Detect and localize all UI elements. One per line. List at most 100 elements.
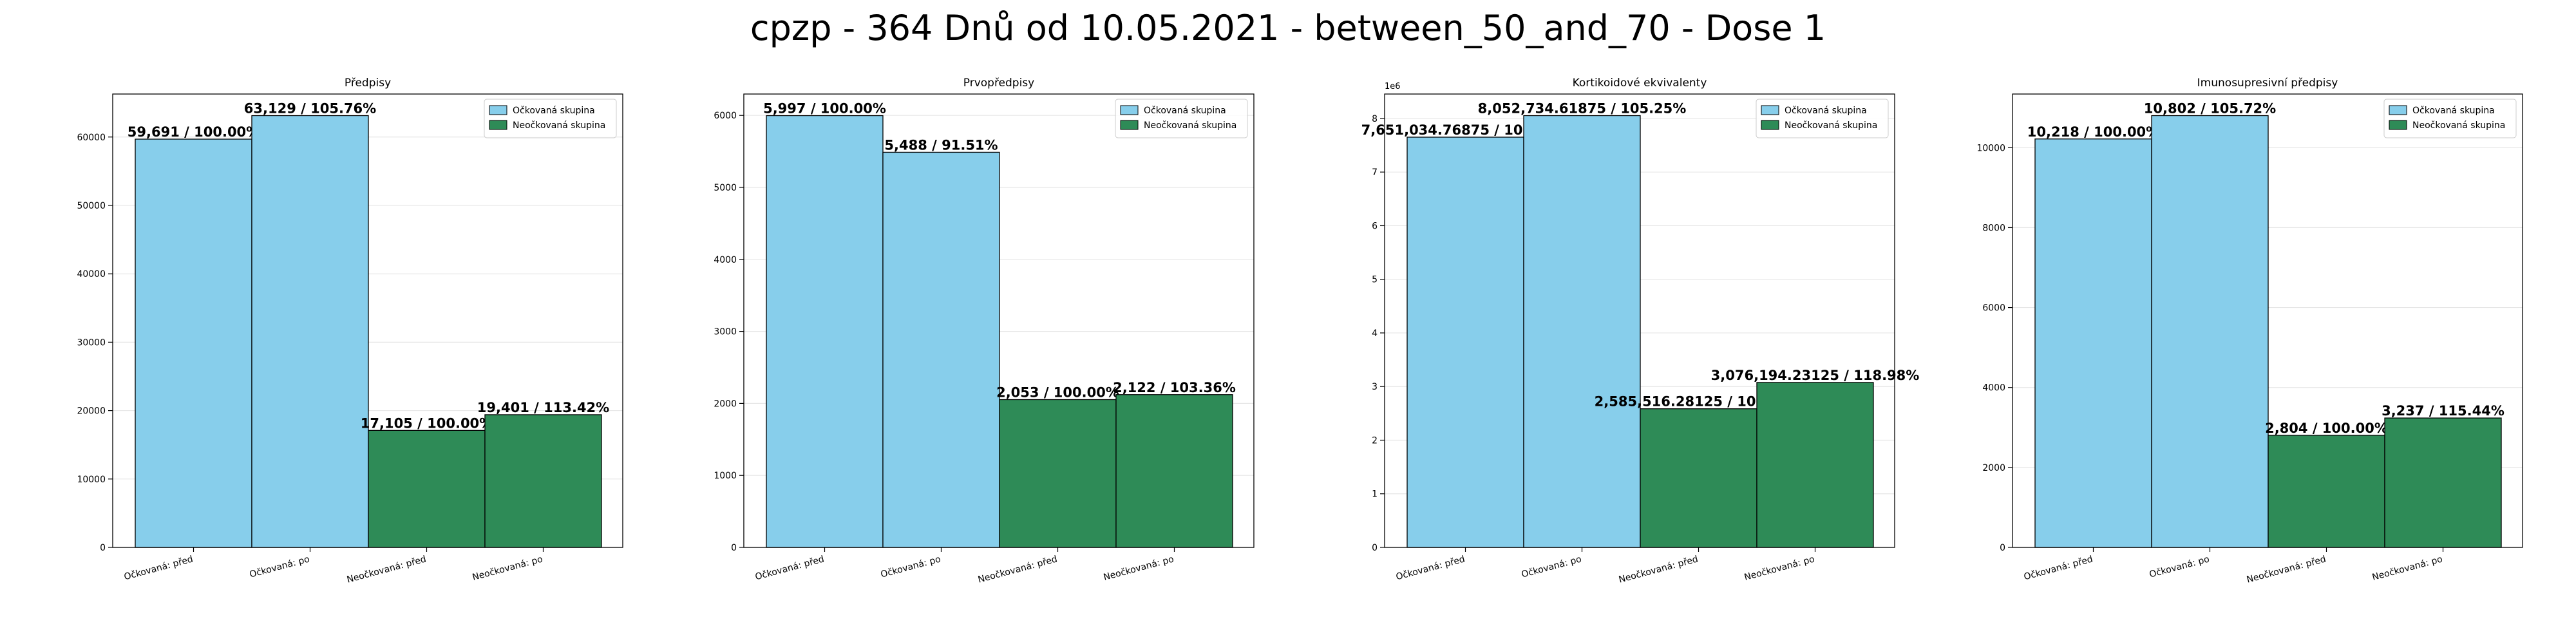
bar-value-label: 3,076,194.23125 / 118.98% [1711,368,1920,383]
bar-1 [766,115,884,548]
chart-title: Imunosupresivní předpisy [2197,77,2338,90]
y-tick-label: 2 [1372,435,1378,446]
bar-value-label: 3,237 / 115.44% [2382,403,2505,419]
legend-label: Neočkovaná skupina [1144,120,1236,131]
chart-title: Předpisy [345,77,391,90]
legend-label: Očkovaná skupina [1144,106,1226,116]
y-tick-label: 2000 [1982,463,2005,473]
y-tick-label: 1000 [714,471,737,481]
chart-3: Kortikoidové ekvivalenty0123456781e67,65… [1361,77,1920,585]
legend-label: Očkovaná skupina [513,106,595,116]
y-tick-label: 50000 [77,201,106,211]
y-tick-label: 0 [100,543,106,553]
bar-value-label: 10,802 / 105.72% [2144,101,2276,117]
legend-swatch [1120,105,1139,115]
plot-frame [743,93,1255,548]
y-tick-label: 20000 [77,406,106,417]
legend-box [1756,99,1889,138]
plot-frame [2012,93,2523,548]
y-offset-label: 1e6 [1385,82,1401,91]
chart-1: Předpisy 0 10000 20000 30000 40000 50000 60000 5… [77,77,623,585]
bar-4 [1115,394,1233,548]
legend-swatch [489,105,507,115]
y-tick-label: 4000 [714,255,737,265]
y-tick-label: 0 [731,543,737,553]
y-tick-label: 1 [1372,489,1378,500]
y-tick-label: 30000 [77,337,106,348]
bar-4 [484,414,602,548]
y-tick-label: 6000 [714,111,737,121]
legend-swatch [1761,105,1779,115]
bar-3 [2268,435,2385,548]
bar-3 [368,430,486,548]
x-tick-label: Neočkovaná: před [2246,554,2327,585]
x-tick-label: Očkovaná: po [880,554,942,580]
bar-value-label: 63,129 / 105.76% [244,101,376,117]
bar-value-label: 2,804 / 100.00% [2265,421,2388,436]
legend: Očkovaná skupina Neočkovaná skupina [1115,99,1248,138]
bar-value-label: 8,052,734.61875 / 105.25% [1478,101,1687,117]
legend-label: Očkovaná skupina [1785,106,1867,116]
bar-1 [2034,138,2152,548]
bar-4 [2384,417,2502,548]
legend-swatch [1120,120,1139,130]
chart-2: Prvopředpisy 0 1000 2000 3000 4000 5000 6000 5,9… [714,77,1255,585]
x-tick-label: Neočkovaná: před [1618,554,1700,585]
legend-label: Neočkovaná skupina [2412,120,2505,131]
bar-3 [1640,408,1757,548]
legend: Očkovaná skupina Neočkovaná skupina [1756,99,1889,138]
y-tick-label: 3 [1372,382,1378,392]
x-tick-label: Očkovaná: před [1395,554,1466,582]
y-tick-label: 4000 [1982,383,2005,393]
bar-value-label: 10,218 / 100.00% [2027,124,2159,140]
chart-title: Prvopředpisy [963,77,1035,90]
chart-title: Kortikoidové ekvivalenty [1573,77,1707,90]
legend-label: Neočkovaná skupina [513,120,605,131]
y-tick-label: 60000 [77,133,106,143]
y-tick-label: 40000 [77,269,106,279]
legend-swatch [489,120,507,130]
bar-value-label: 17,105 / 100.00% [361,415,493,431]
bar-value-label: 19,401 / 113.42% [477,400,609,415]
bar-1 [135,138,252,548]
y-tick-label: 6000 [1982,303,2005,314]
bar-1 [1406,137,1524,548]
bar-2 [1523,115,1641,548]
legend: Očkovaná skupina Neočkovaná skupina [484,99,617,138]
y-tick-label: 0 [1372,543,1378,553]
legend-box [2383,99,2517,138]
bar-2 [2151,115,2269,548]
y-tick-label: 2000 [714,399,737,409]
x-tick-label: Neočkovaná: po [1103,554,1175,583]
x-tick-label: Neočkovaná: po [2371,554,2444,583]
x-tick-label: Neočkovaná: po [1743,554,1816,583]
y-tick-label: 7 [1372,167,1378,178]
y-tick-label: 8 [1372,114,1378,124]
bar-value-label: 2,053 / 100.00% [996,384,1119,400]
bar-2 [882,151,1000,548]
y-tick-label: 3000 [714,327,737,337]
x-tick-label: Očkovaná: po [1520,554,1583,580]
legend-box [484,99,617,138]
x-tick-label: Očkovaná: po [249,554,311,580]
legend-swatch [1761,120,1779,130]
x-tick-label: Očkovaná: po [2148,554,2211,580]
bar-4 [1756,382,1874,548]
y-tick-label: 6 [1372,221,1378,231]
y-tick-label: 0 [2000,543,2005,553]
legend-label: Očkovaná skupina [2412,106,2495,116]
bar-value-label: 5,997 / 100.00% [763,101,886,117]
bar-value-label: 5,488 / 91.51% [884,137,998,153]
bar-2 [251,115,369,548]
y-tick-label: 10000 [1976,143,2005,153]
chart-4: Imunosupresivní předpisy 0 2000 4000 6000 800… [1976,77,2523,585]
x-tick-label: Očkovaná: před [2023,554,2094,582]
y-tick-label: 5000 [714,183,737,193]
plot-frame [1384,93,1895,548]
bar-3 [999,399,1117,548]
plot-frame [112,93,623,548]
x-tick-label: Neočkovaná: po [471,554,544,583]
legend-label: Neočkovaná skupina [1785,120,1877,131]
y-tick-label: 5 [1372,275,1378,285]
